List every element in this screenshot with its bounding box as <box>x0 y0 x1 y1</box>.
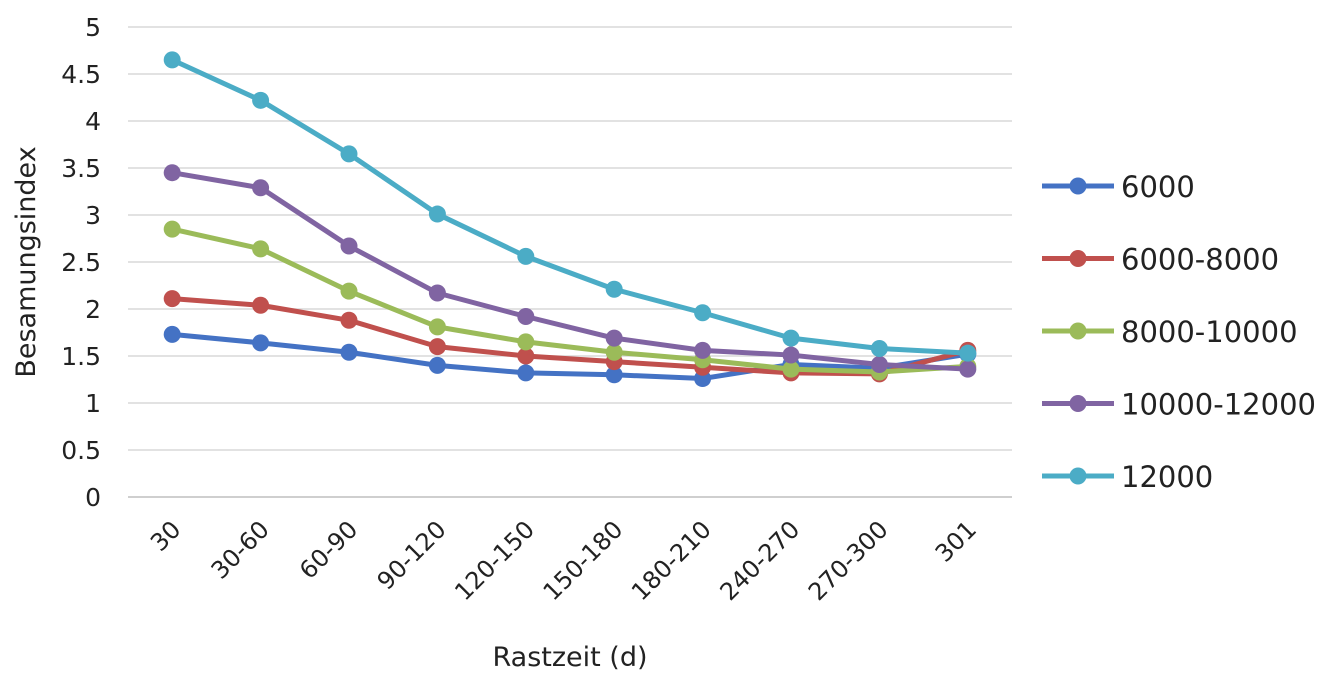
data-point <box>870 355 888 373</box>
grid-lines <box>128 26 1012 498</box>
data-point <box>517 333 535 351</box>
data-point <box>605 366 623 384</box>
y-tick-label: 2.5 <box>61 248 101 277</box>
data-point <box>517 347 535 365</box>
series-4 <box>163 164 977 378</box>
data-point <box>605 329 623 347</box>
data-point <box>428 284 446 302</box>
data-point <box>605 280 623 298</box>
series-line <box>169 226 971 375</box>
y-tick-label: 4 <box>85 107 101 136</box>
legend-label: 10000-12000 <box>1121 388 1316 422</box>
x-tick-label: 180-210 <box>626 515 717 606</box>
data-point <box>163 220 181 238</box>
legend-label: 6000 <box>1121 170 1195 204</box>
data-point <box>959 360 977 378</box>
y-tick-label: 0 <box>85 483 101 512</box>
x-tick-label: 30 <box>145 515 186 556</box>
data-point <box>517 308 535 326</box>
legend-marker <box>1069 467 1087 485</box>
data-point <box>782 360 800 378</box>
data-point <box>340 343 358 361</box>
legend-label: 8000-10000 <box>1121 315 1298 349</box>
data-point <box>163 164 181 182</box>
legend-item: 8000-10000 <box>1042 315 1298 349</box>
y-tick-label: 0.5 <box>61 436 101 465</box>
data-point <box>605 343 623 361</box>
y-tick-label: 4.5 <box>61 60 101 89</box>
y-tick-label: 3.5 <box>61 154 101 183</box>
legend-item: 6000 <box>1042 170 1195 204</box>
y-tick-label: 2 <box>85 295 101 324</box>
data-point <box>252 179 270 197</box>
y-axis-title: Besamungsindex <box>11 146 42 377</box>
legend-marker <box>1069 395 1087 412</box>
data-point <box>694 341 712 359</box>
data-point <box>428 205 446 223</box>
legend-item: 6000-8000 <box>1042 243 1279 277</box>
x-tick-label: 60-90 <box>294 515 363 584</box>
x-axis-ticks: 30 30-60 60-90 90-120120-150150-180180-2102… <box>145 515 982 606</box>
x-axis-title: Rastzeit (d) <box>492 642 647 673</box>
y-tick-label: 1.5 <box>61 342 101 371</box>
series-5 <box>163 51 977 362</box>
data-point <box>252 240 270 258</box>
x-tick-label: 120-150 <box>449 515 540 606</box>
legend: 6000 6000-8000 8000-10000 10000-12000 12000 <box>1042 170 1316 494</box>
data-point <box>517 364 535 382</box>
series-line <box>169 170 971 372</box>
data-point <box>340 237 358 255</box>
legend-marker <box>1069 250 1087 267</box>
x-tick-label: 30-60 <box>206 515 275 584</box>
data-point <box>782 329 800 347</box>
data-point <box>694 304 712 322</box>
data-point <box>340 145 358 163</box>
data-point <box>870 339 888 357</box>
data-point <box>252 91 270 109</box>
data-point <box>428 356 446 374</box>
series-line <box>169 296 971 377</box>
y-tick-label: 3 <box>85 201 101 230</box>
y-tick-label: 1 <box>85 389 101 418</box>
data-point <box>163 290 181 308</box>
data-point <box>782 346 800 364</box>
x-tick-label: 301 <box>930 515 982 567</box>
legend-marker <box>1069 322 1087 340</box>
data-point <box>252 296 270 314</box>
data-point <box>428 318 446 336</box>
data-point <box>163 325 181 343</box>
data-point <box>428 338 446 356</box>
legend-marker <box>1069 177 1087 195</box>
series-line <box>169 331 971 382</box>
series-group <box>163 51 977 388</box>
legend-label: 6000-8000 <box>1121 243 1279 277</box>
x-tick-label: 150-180 <box>538 515 629 606</box>
x-tick-label: 90-120 <box>372 515 452 595</box>
y-tick-label: 5 <box>85 13 101 42</box>
legend-item: 12000 <box>1042 460 1213 494</box>
x-tick-label: 270-300 <box>803 515 894 606</box>
data-point <box>340 311 358 329</box>
data-point <box>517 247 535 265</box>
series-line <box>169 57 971 356</box>
legend-item: 10000-12000 <box>1042 388 1316 422</box>
data-point <box>959 344 977 362</box>
data-point <box>163 51 181 69</box>
y-axis-ticks: 0 0.5 1 1.5 2 2.5 3 3.5 4 4.5 5 <box>61 13 101 512</box>
data-point <box>340 282 358 300</box>
legend-label: 12000 <box>1121 460 1213 494</box>
data-point <box>252 334 270 352</box>
x-tick-label: 240-270 <box>715 515 806 606</box>
